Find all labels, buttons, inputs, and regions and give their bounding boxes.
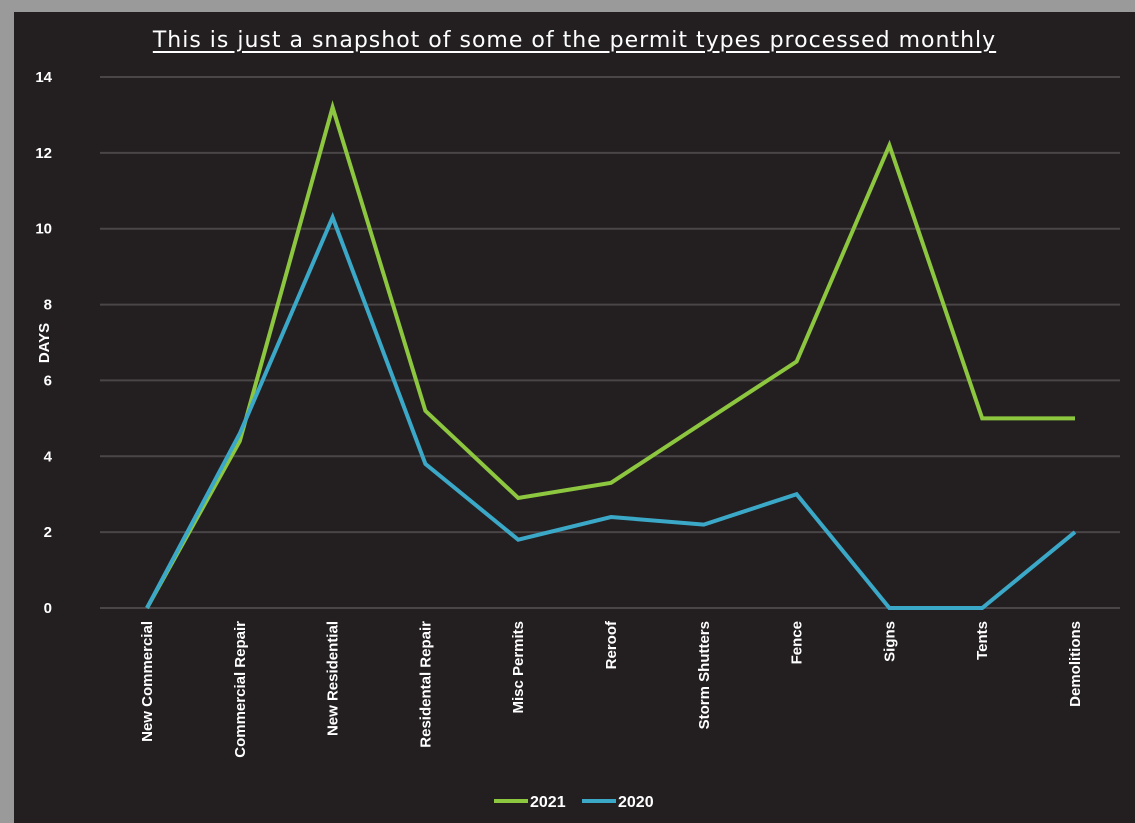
x-category-label: Misc Permits [510, 621, 527, 714]
x-category-label: Demolitions [1067, 621, 1084, 707]
x-category-label: Residental Repair [417, 621, 434, 748]
legend-label-2021: 2021 [530, 794, 566, 811]
y-tick-label: 8 [44, 297, 52, 314]
y-tick-label: 12 [35, 145, 52, 162]
chart-title: This is just a snapshot of some of the p… [152, 28, 997, 53]
legend-label-2020: 2020 [618, 794, 654, 811]
chart-panel: This is just a snapshot of some of the p… [14, 12, 1135, 823]
line-chart: 0 2 4 6 8 10 12 14 DAYS New Commercial Commercial … [35, 69, 1120, 811]
y-tick-label: 2 [44, 524, 52, 541]
series-line-2020 [145, 211, 1077, 610]
y-tick-label: 4 [44, 448, 53, 465]
x-category-label: Reroof [603, 620, 620, 669]
x-category-label: Storm Shutters [696, 621, 713, 729]
y-tick-label: 0 [44, 600, 52, 617]
x-category-label: New Commercial [139, 621, 156, 742]
y-axis-title: DAYS [36, 323, 53, 363]
x-category-label: Commercial Repair [232, 621, 249, 758]
y-tick-label: 6 [44, 372, 52, 389]
y-tick-label: 10 [35, 221, 52, 238]
x-category-label: Tents [974, 621, 991, 660]
x-category-label: New Residential [325, 621, 342, 736]
x-category-label: Signs [881, 621, 898, 662]
y-tick-label: 14 [35, 69, 52, 86]
series-line-2021 [145, 100, 1075, 609]
x-category-label: Fence [789, 621, 806, 664]
